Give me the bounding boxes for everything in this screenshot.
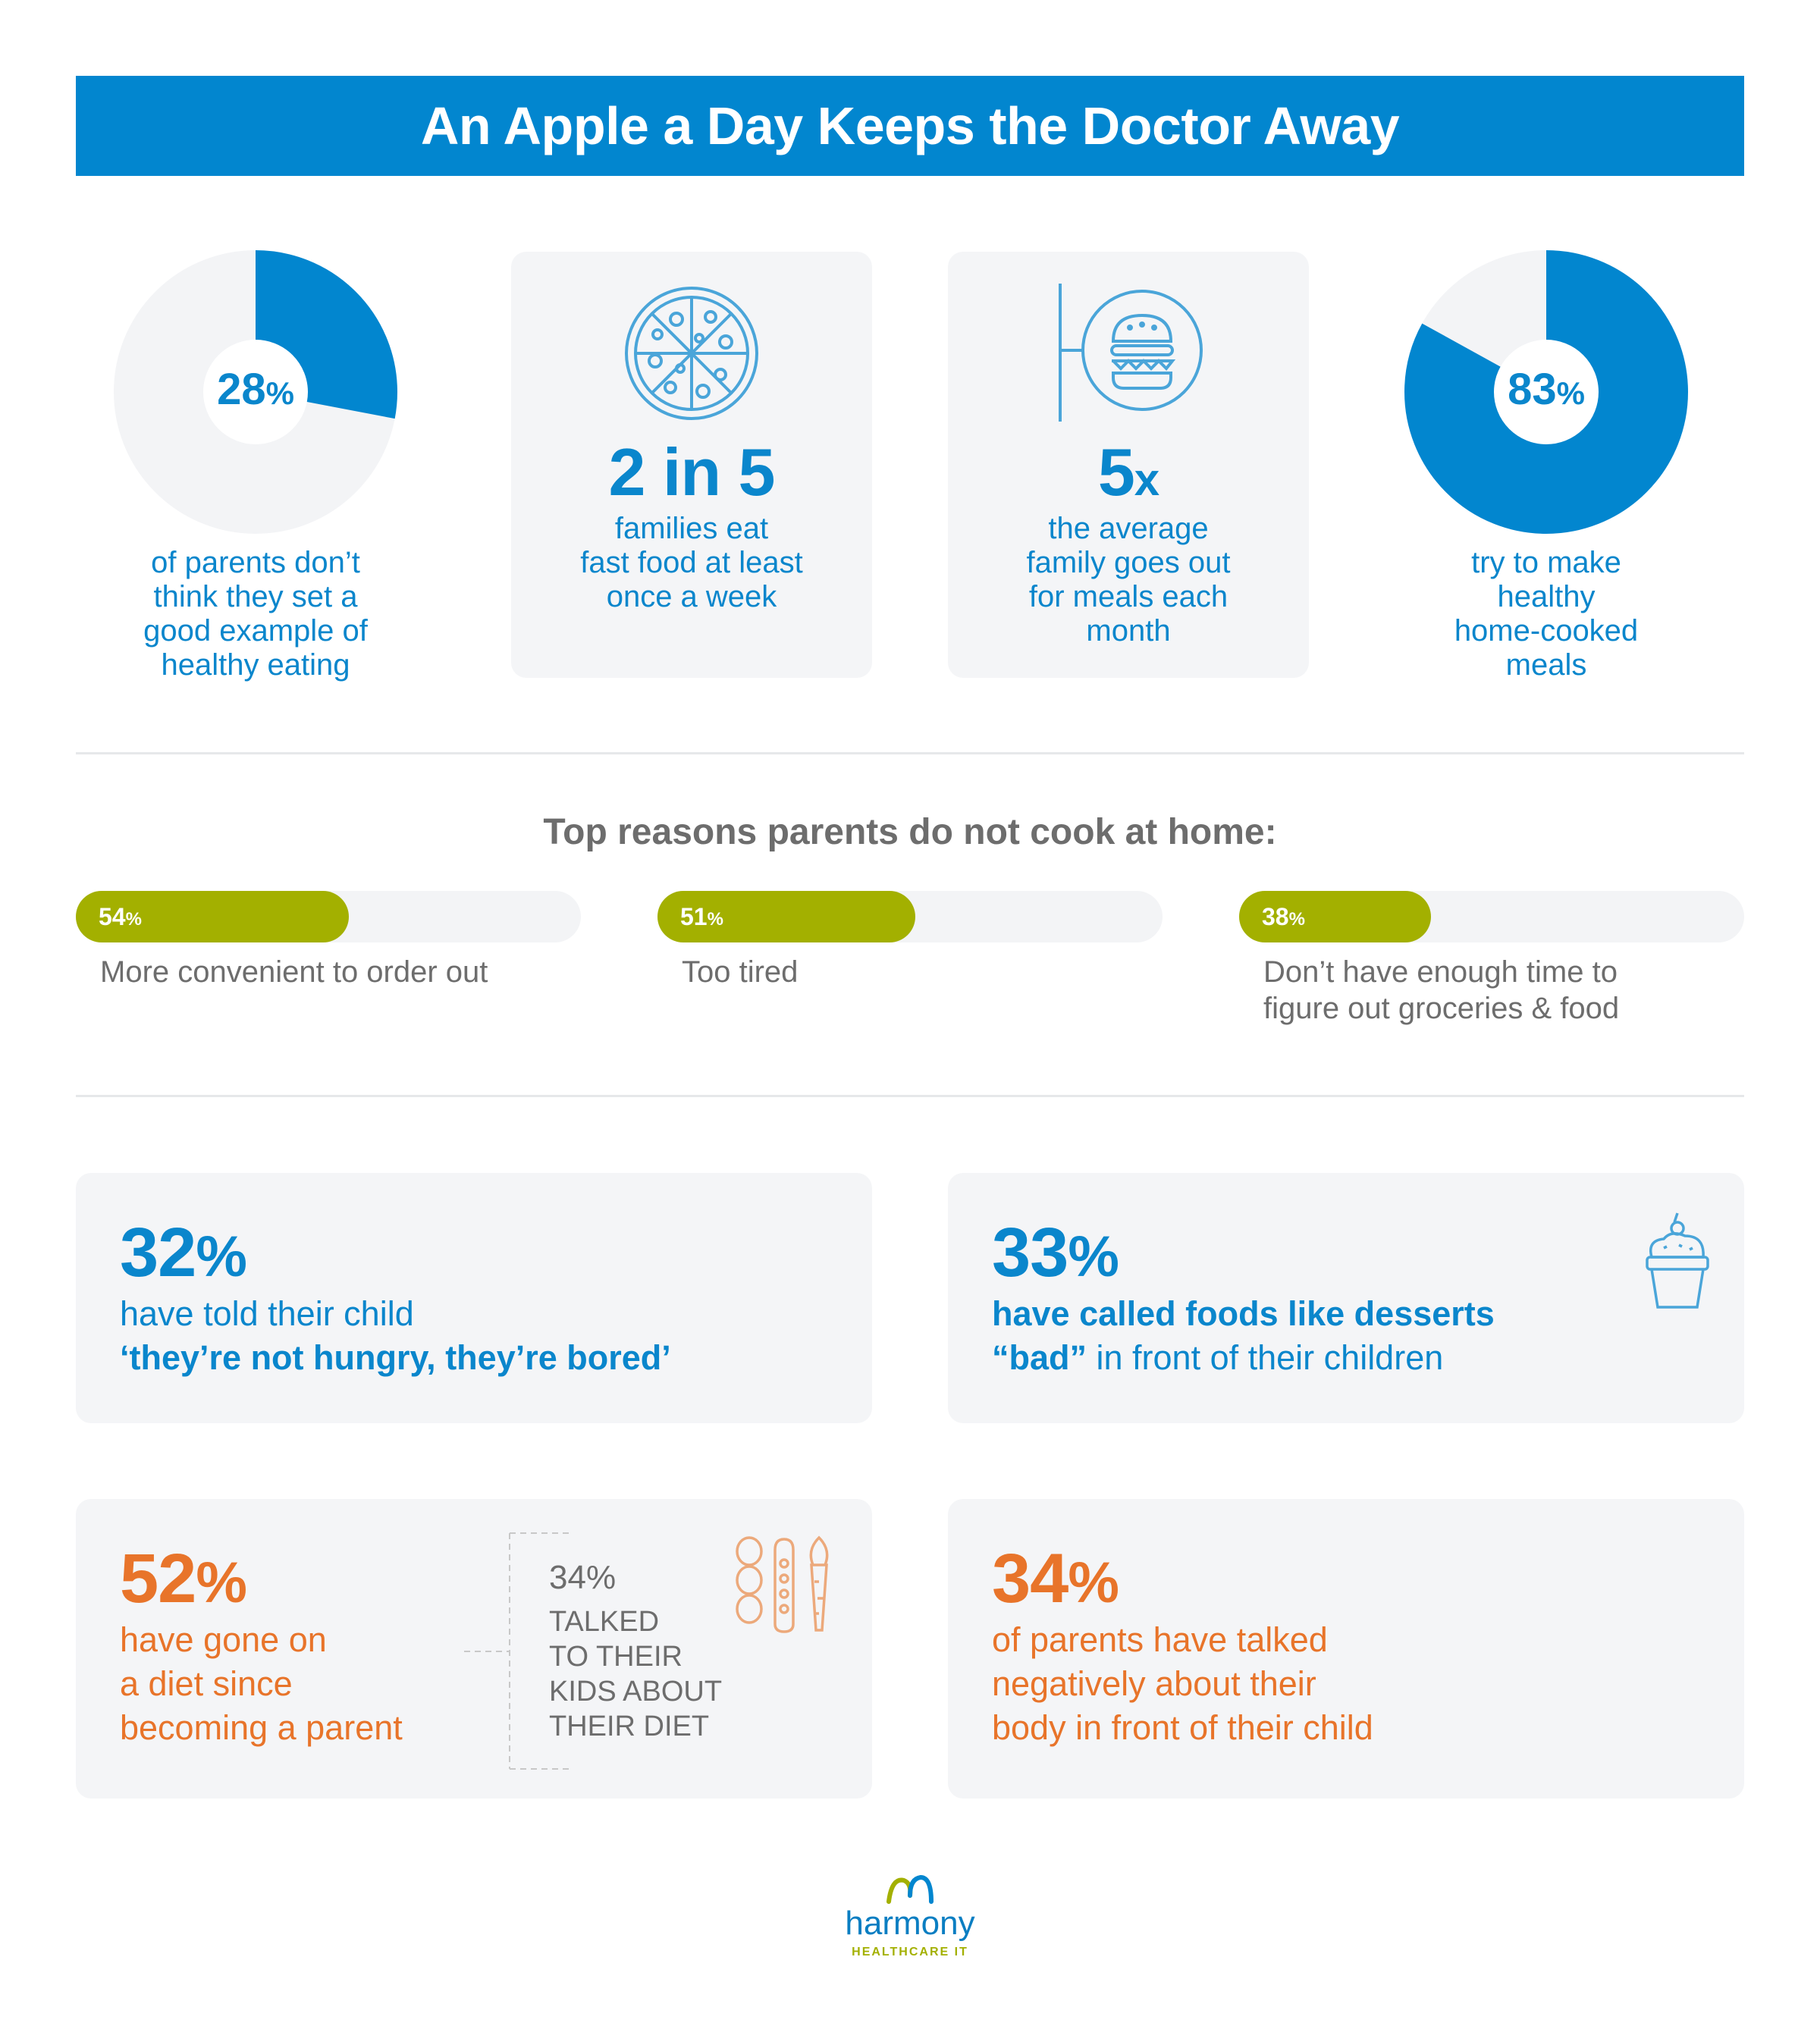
stat-caption-28: of parents don’t think they set a good e…: [143, 546, 368, 682]
stat-value-2in5: 2 in 5: [608, 434, 776, 510]
dashed-connector: [464, 1532, 570, 1770]
reason-bar-track-3: 38%: [1239, 891, 1744, 942]
harmony-logo-sub: HEALTHCARE IT: [852, 1946, 968, 1958]
card-diet-sub-text: TALKED TO THEIR KIDS ABOUT THEIR DIET: [549, 1606, 723, 1742]
stat-caption-83: try to make healthy home-cooked meals: [1454, 546, 1639, 682]
title-banner: An Apple a Day Keeps the Doctor Away: [76, 76, 1744, 176]
stat-caption-meals-out: the average family goes out for meals ea…: [1026, 512, 1231, 648]
card-diet: [76, 1499, 872, 1799]
donut-segment: [114, 250, 397, 534]
card-desserts-value: 33%: [992, 1214, 1119, 1291]
reasons-heading: Top reasons parents do not cook at home:: [543, 812, 1277, 852]
stat-value-28: 28%: [217, 365, 294, 414]
pizza-icon: [625, 287, 758, 420]
reason-caption-3: Don’t have enough time to figure out gro…: [1263, 955, 1620, 1025]
reason-bar-fill-1: 54%: [76, 891, 349, 942]
card-bored: [76, 1173, 872, 1423]
card-bored-value: 32%: [120, 1214, 247, 1291]
reason-bar-fill-2: 51%: [657, 891, 915, 942]
burger-sign-icon: [1059, 284, 1203, 422]
harmony-logo-word: harmony: [845, 1905, 975, 1942]
card-desserts-text: have called foods like desserts “bad” in…: [992, 1294, 1495, 1377]
vegetables-icon: [736, 1535, 829, 1633]
stat-value-5x: 5x: [1097, 434, 1159, 510]
card-diet-text: have gone on a diet since becoming a par…: [120, 1620, 403, 1747]
reason-bar-track-2: 51%: [657, 891, 1163, 942]
card-diet-value: 52%: [120, 1540, 247, 1617]
card-desserts: [948, 1173, 1744, 1423]
donut-chart-28: [114, 250, 397, 534]
reason-bar-fill-3: 38%: [1239, 891, 1432, 942]
reason-caption-1: More convenient to order out: [100, 955, 488, 989]
donut-segment: [1404, 250, 1688, 534]
donut-chart-83: [1404, 250, 1688, 534]
card-diet-sub-value: 34%: [549, 1559, 617, 1596]
stat-card-meals-out: [948, 252, 1309, 678]
reason-bar-track-1: 54%: [76, 891, 581, 942]
stat-caption-fast-food: families eat fast food at least once a w…: [580, 512, 803, 613]
card-body-value: 34%: [992, 1540, 1119, 1617]
reason-caption-2: Too tired: [682, 955, 799, 989]
divider: [76, 752, 1744, 754]
harmony-logo-mark: [886, 1874, 934, 1904]
cupcake-icon: [1646, 1212, 1709, 1309]
page-title: An Apple a Day Keeps the Doctor Away: [420, 96, 1400, 155]
card-body-text: of parents have talked negatively about …: [992, 1620, 1373, 1747]
divider: [76, 1095, 1744, 1097]
card-body: [948, 1499, 1744, 1799]
stat-value-83: 83%: [1508, 365, 1585, 414]
card-bored-text: have told their child ‘they’re not hungr…: [120, 1294, 671, 1377]
